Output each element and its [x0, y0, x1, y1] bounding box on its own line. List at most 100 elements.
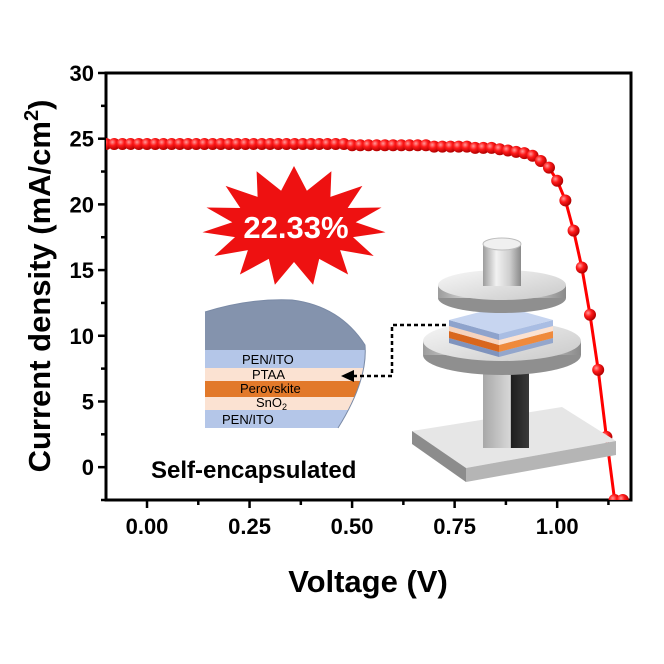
layer-pen-ito-bottom: [205, 410, 365, 428]
device-top-side: [449, 320, 499, 340]
device-ptaa-side: [449, 326, 499, 345]
efficiency-badge: 22.33%: [202, 166, 386, 285]
data-point: [108, 137, 121, 150]
label-perovskite: Perovskite: [240, 381, 301, 396]
data-point: [444, 140, 457, 153]
y-tick-label: 25: [70, 127, 94, 152]
inset-title: Self-encapsulated: [151, 457, 356, 484]
device-ptaa-side-r: [499, 326, 553, 345]
data-point: [182, 137, 195, 150]
device-layer-1-side: [449, 338, 499, 357]
device-layer-1-side-r: [499, 338, 553, 357]
efficiency-value: 22.33%: [243, 210, 348, 245]
data-point: [305, 137, 318, 150]
data-point: [124, 137, 137, 150]
layer-ptaa: [205, 368, 365, 381]
plot-frame: [104, 71, 633, 502]
data-point: [329, 137, 342, 150]
y-tick-label: 5: [82, 389, 94, 414]
data-point: [157, 137, 170, 150]
data-point: [436, 140, 449, 153]
data-point: [370, 139, 383, 152]
y-axis-title-sup: 2: [21, 110, 43, 121]
data-point: [132, 137, 145, 150]
data-point: [247, 137, 260, 150]
pillar: [483, 362, 529, 448]
data-point: [321, 137, 334, 150]
jv-curve-markers: [106, 137, 629, 500]
data-point: [616, 494, 629, 500]
layer-sno2: [205, 397, 365, 410]
device-perovskite-side: [449, 331, 499, 352]
y-tick-label: 30: [70, 61, 94, 86]
device-top-side-r: [499, 320, 553, 340]
data-point: [542, 161, 555, 174]
data-point: [264, 137, 277, 150]
y-axis-title: Current density (mA/cm2): [21, 100, 57, 473]
data-point: [280, 137, 293, 150]
data-point: [296, 137, 309, 150]
data-point: [395, 139, 408, 152]
data-point: [354, 139, 367, 152]
data-point: [313, 137, 326, 150]
x-tick-label: 0.25: [228, 514, 271, 539]
label-ptaa: PTAA: [252, 367, 285, 382]
layer-stack-inset: PEN/ITO PTAA Perovskite SnO2 PEN/ITO Sel…: [151, 299, 366, 484]
data-point: [116, 137, 129, 150]
data-point: [551, 174, 564, 187]
layer-perovskite: [205, 381, 365, 397]
data-point: [190, 137, 203, 150]
data-point: [559, 194, 572, 207]
y-tick-label: 20: [70, 192, 94, 217]
data-point: [255, 137, 268, 150]
device-perovskite-side-r: [499, 331, 553, 352]
data-point: [149, 137, 162, 150]
press-apparatus: [412, 237, 616, 482]
data-point: [223, 137, 236, 150]
label-sno2: SnO2: [256, 395, 287, 412]
data-point: [378, 139, 391, 152]
layer-pen-ito-top: [205, 350, 365, 368]
data-point: [403, 139, 416, 152]
data-point: [534, 155, 547, 168]
data-point: [428, 140, 441, 153]
x-tick-label: 1.00: [536, 514, 579, 539]
device-top: [449, 306, 553, 334]
x-tick-label: 0.75: [433, 514, 476, 539]
data-point: [387, 139, 400, 152]
data-point: [214, 137, 227, 150]
base-plate-side: [466, 441, 616, 482]
y-axis-title-close: ): [22, 100, 57, 110]
x-axis: 0.00 0.25 0.50 0.75 1.00: [126, 500, 610, 539]
leader-arrow: [341, 323, 446, 382]
x-tick-label: 0.00: [126, 514, 169, 539]
y-axis-title-main: Current density (mA/cm: [22, 121, 57, 472]
x-tick-label: 0.50: [331, 514, 374, 539]
y-axis: 0 5 10 15 20 25 30: [70, 61, 106, 502]
label-sno2-sub: 2: [282, 402, 287, 412]
y-tick-label: 10: [70, 324, 94, 349]
data-point: [362, 139, 375, 152]
x-axis-title: Voltage (V): [288, 564, 448, 599]
starburst-shape: [202, 166, 386, 285]
y-tick-label: 0: [82, 455, 94, 480]
data-point: [288, 137, 301, 150]
inset-mask: [338, 345, 366, 428]
data-point: [411, 139, 424, 152]
data-point: [239, 137, 252, 150]
data-point: [198, 137, 211, 150]
data-point: [206, 137, 219, 150]
data-point: [567, 224, 580, 237]
inset-outline: [204, 299, 366, 429]
label-pen-ito-top: PEN/ITO: [242, 352, 294, 367]
data-point: [583, 308, 596, 321]
data-point: [452, 140, 465, 153]
base-plate-front: [412, 431, 466, 482]
data-point: [272, 137, 285, 150]
data-point: [477, 141, 490, 154]
data-point: [231, 137, 244, 150]
data-point: [592, 363, 605, 376]
leader-line: [352, 323, 446, 378]
label-pen-ito-bottom: PEN/ITO: [222, 412, 274, 427]
